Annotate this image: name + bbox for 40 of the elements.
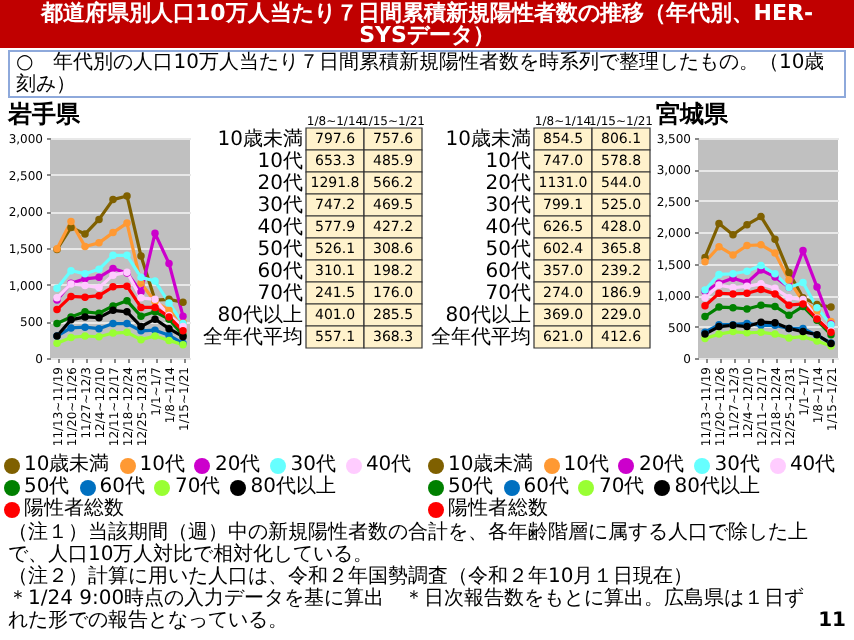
text: ＊1/24 9:00時点の入力データを基に算出 ＊日次報告数をもとに算出。広島県は１日ずれた形での報告となっている。 [8, 588, 805, 632]
y-tick-label: 50代 [485, 239, 531, 261]
y-tick-label: 60代 [485, 261, 531, 283]
text: 都道府県別人口10万人当たり７日間累積新規陽性者数の推移（年代別、HER-SYSデータ） [0, 0, 854, 48]
y-tick-label: 30代 [485, 195, 531, 217]
legend-label: 60代 [99, 476, 145, 498]
legend-label: 70代 [598, 476, 645, 498]
y-tick-label: 70代 [485, 283, 531, 305]
text: （注２）計算に用いた人口は、令和２年国勢調査（令和２年10月１日現在） [8, 566, 694, 588]
y-tick-label: 80代以上 [445, 303, 531, 327]
legend-label: 陽性者総数 [24, 498, 124, 520]
y-tick-label: 20代 [257, 173, 303, 195]
y-tick-label: 20代 [485, 173, 531, 195]
chart-title: 宮城県 [655, 100, 730, 128]
legend-label: 60代 [523, 476, 569, 498]
y-tick-label: 70代 [257, 283, 303, 305]
legend-label: 10代 [139, 454, 185, 476]
y-tick-label: 40代 [485, 217, 531, 239]
y-tick-label: 30代 [257, 195, 303, 217]
y-tick-label: 60代 [257, 261, 303, 283]
y-tick-label: 10歳未満 [217, 127, 303, 151]
y-tick-label: 全年代平均 [203, 325, 303, 349]
y-tick-label: 10代 [485, 151, 531, 173]
text: ○ 年代別の人口10万人当たり７日間累積新規陽性者数を時系列で整理したもの。（10歳刻み） [8, 50, 846, 98]
text: （注１）当該期間（週）中の新規陽性者数の合計を、各年齢階層に属する人口で除した上で、人口10万人対比で相対化している。 [8, 522, 810, 566]
legend-label: 40代 [365, 454, 412, 476]
y-tick-label: 40代 [257, 217, 303, 239]
chart-title: 岩手県 [5, 100, 82, 128]
legend-label: 70代 [174, 476, 221, 498]
legend-label: 陽性者総数 [448, 498, 548, 520]
y-tick-label: 50代 [257, 239, 303, 261]
y-tick-label: 全年代平均 [431, 325, 531, 349]
y-tick-label: 10代 [257, 151, 303, 173]
y-tick-label: 10歳未満 [445, 127, 531, 151]
legend-label: 10代 [563, 454, 609, 476]
legend-label: 40代 [789, 454, 836, 476]
legend-label: 30代 [290, 454, 336, 476]
text: 11 [818, 610, 846, 632]
legend-label: 30代 [714, 454, 760, 476]
y-tick-label: 80代以上 [217, 303, 303, 327]
